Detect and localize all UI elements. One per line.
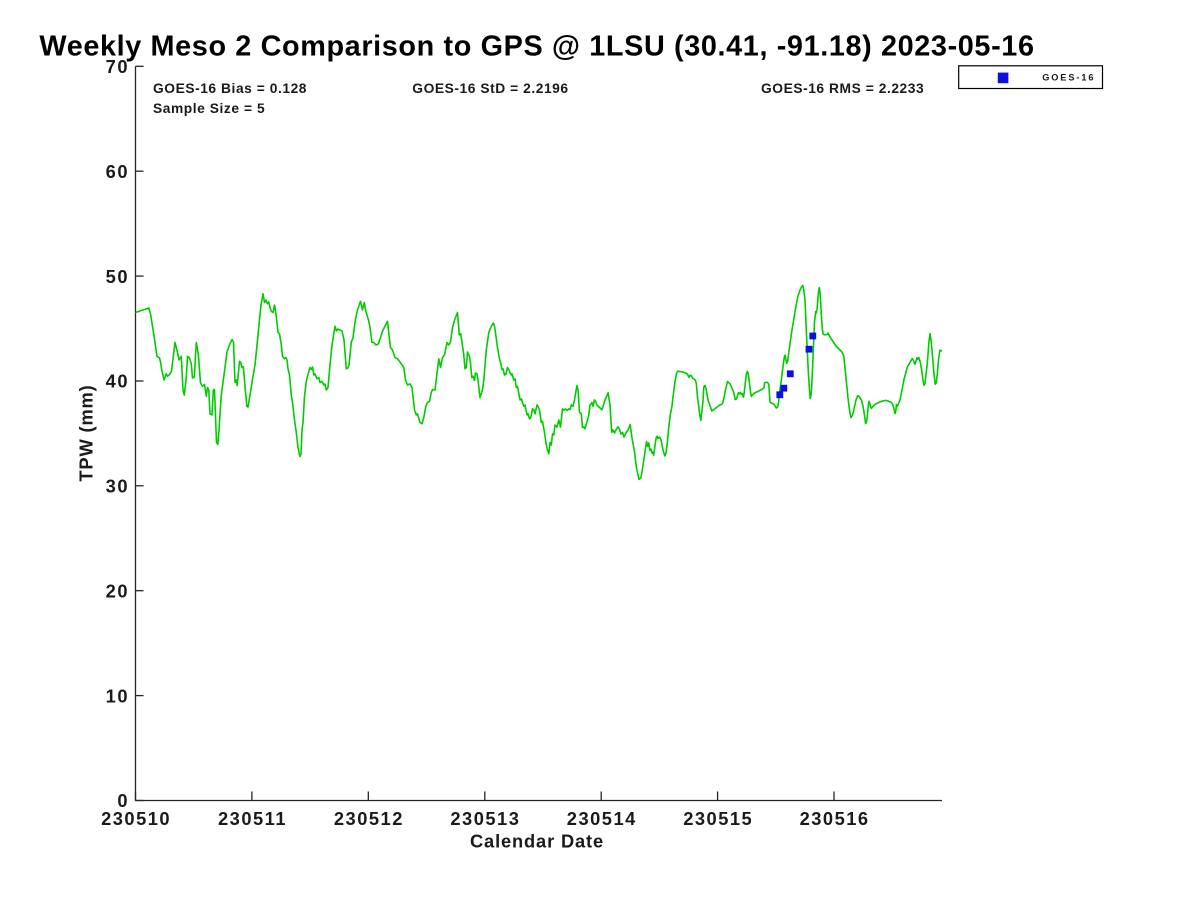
svg-text:230514: 230514 — [567, 808, 637, 829]
svg-text:70: 70 — [106, 56, 129, 77]
svg-text:Sample Size = 5: Sample Size = 5 — [153, 101, 265, 116]
svg-text:30: 30 — [106, 476, 129, 497]
svg-text:50: 50 — [106, 266, 129, 287]
svg-text:0: 0 — [117, 790, 129, 811]
svg-text:GOES-16 StD = 2.2196: GOES-16 StD = 2.2196 — [412, 81, 568, 96]
svg-text:230511: 230511 — [218, 808, 287, 829]
svg-text:Weekly Meso 2 Comparison to GP: Weekly Meso 2 Comparison to GPS @ 1LSU (… — [39, 31, 1034, 63]
svg-text:230510: 230510 — [101, 808, 171, 829]
svg-text:230516: 230516 — [800, 808, 870, 829]
svg-text:20: 20 — [106, 580, 129, 601]
svg-text:230512: 230512 — [334, 808, 404, 829]
svg-text:Calendar Date: Calendar Date — [470, 831, 604, 852]
svg-text:GOES-16: GOES-16 — [1042, 72, 1095, 82]
svg-text:40: 40 — [106, 371, 129, 392]
svg-text:GOES-16 Bias = 0.128: GOES-16 Bias = 0.128 — [153, 81, 307, 96]
svg-text:10: 10 — [106, 685, 129, 706]
svg-text:230513: 230513 — [450, 808, 520, 829]
svg-text:60: 60 — [106, 161, 129, 182]
svg-text:TPW (mm): TPW (mm) — [76, 384, 97, 481]
svg-text:GOES-16 RMS = 2.2233: GOES-16 RMS = 2.2233 — [761, 81, 924, 96]
svg-text:230515: 230515 — [683, 808, 753, 829]
